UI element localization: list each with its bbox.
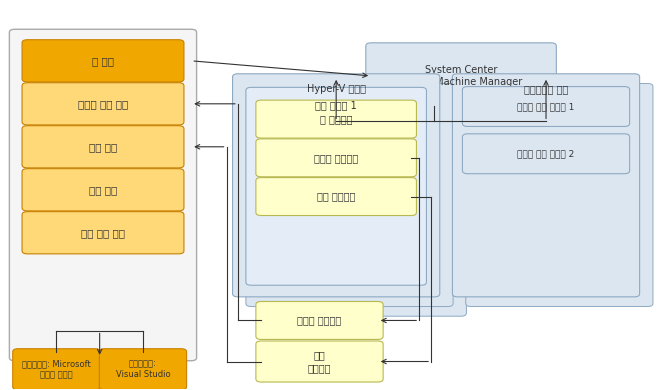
Text: 저장된 가상 컴퓨터 2: 저장된 가상 컴퓨터 2 [517,149,575,158]
FancyBboxPatch shape [22,83,184,125]
FancyBboxPatch shape [256,301,383,339]
FancyBboxPatch shape [256,139,416,177]
FancyBboxPatch shape [366,43,557,109]
Text: 저장된 가상 컴퓨터 1: 저장된 가상 컴퓨터 1 [517,102,575,111]
Text: 테스트 컨트롤러: 테스트 컨트롤러 [298,316,342,326]
Text: 가상 컴퓨터 1: 가상 컴퓨터 1 [315,100,357,110]
FancyBboxPatch shape [22,40,184,82]
Text: 클라이언트: Microsoft
테스트 관리자: 클라이언트: Microsoft 테스트 관리자 [22,359,91,379]
Text: Team Foundation Server: Team Foundation Server [31,42,175,52]
Text: 작업 항목 추적: 작업 항목 추적 [81,228,125,238]
Text: 빌드 관리: 빌드 관리 [89,142,117,152]
FancyBboxPatch shape [22,212,184,254]
FancyBboxPatch shape [99,349,187,390]
FancyBboxPatch shape [452,74,640,297]
FancyBboxPatch shape [13,349,100,390]
Text: 빌드
컨트롤러: 빌드 컨트롤러 [308,350,331,373]
FancyBboxPatch shape [246,83,453,307]
Text: Hyper-V 호스트: Hyper-V 호스트 [306,84,366,94]
FancyBboxPatch shape [256,341,383,382]
Text: 랩 에이전트: 랩 에이전트 [320,114,353,124]
FancyBboxPatch shape [462,134,630,174]
FancyBboxPatch shape [256,100,416,138]
FancyBboxPatch shape [256,177,416,216]
Text: 빌드 에이전트: 빌드 에이전트 [317,191,355,202]
FancyBboxPatch shape [462,87,630,126]
FancyBboxPatch shape [466,83,653,307]
Text: 테스트 에이전트: 테스트 에이전트 [314,153,359,163]
FancyBboxPatch shape [233,74,440,297]
Text: 라이브러리 공유: 라이브러리 공유 [524,84,568,94]
FancyBboxPatch shape [22,126,184,168]
Text: 랩 관리: 랩 관리 [92,56,114,66]
FancyBboxPatch shape [22,168,184,211]
Text: System Center
Virtual Machine Manager: System Center Virtual Machine Manager [400,65,522,87]
Text: 클라이언트:
Visual Studio: 클라이언트: Visual Studio [116,359,171,379]
FancyBboxPatch shape [246,87,426,285]
Text: 소스 제어: 소스 제어 [89,185,117,195]
Text: 테스트 사례 관리: 테스트 사례 관리 [78,99,128,109]
FancyBboxPatch shape [259,93,466,316]
FancyBboxPatch shape [9,29,197,361]
